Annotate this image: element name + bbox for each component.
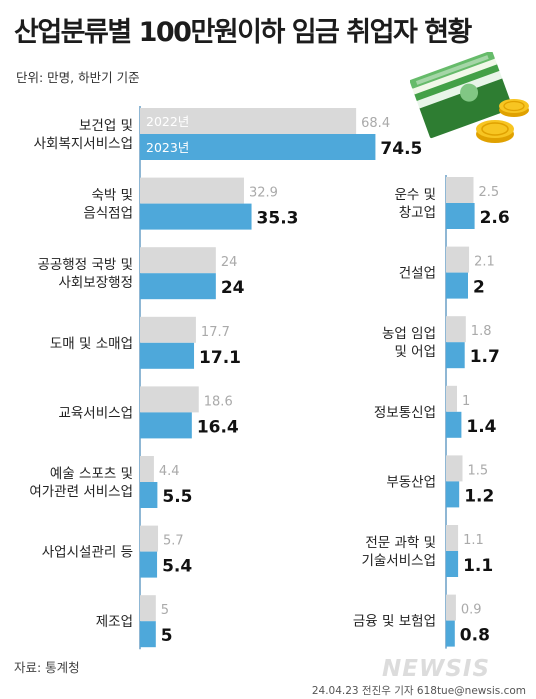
credit-line: 24.04.23 전진우 기자 618tue@newsis.com	[311, 685, 526, 697]
left-bar-2022-7	[140, 595, 156, 622]
right-bar-2022-0	[446, 177, 474, 203]
left-value-2023-5: 5.5	[162, 487, 192, 507]
left-value-2023-2: 24	[221, 278, 245, 298]
left-legend-2023: 2023년	[146, 140, 189, 155]
right-value-2023-2: 1.7	[470, 347, 500, 367]
right-category-label-1: 건설업	[399, 266, 436, 282]
left-bar-2022-6	[140, 525, 159, 552]
right-value-2022-0: 2.5	[479, 185, 500, 200]
left-category-label-5: 예술 스포츠 및 여가관련 서비스업	[29, 466, 133, 500]
right-value-2023-5: 1.1	[463, 556, 493, 576]
right-bar-2023-2	[446, 342, 465, 369]
left-category-label-2: 공공행정 국방 및 사회보장행정	[37, 257, 133, 291]
right-bar-2022-5	[446, 525, 459, 551]
left-bar-2022-0	[140, 108, 357, 134]
left-category-label-6: 사업시설관리 등	[42, 545, 133, 561]
right-value-2022-6: 0.9	[461, 603, 482, 618]
right-value-2023-4: 1.2	[464, 486, 494, 506]
left-bar-2022-2	[140, 247, 216, 274]
source-note: 자료: 통계청	[14, 660, 80, 675]
left-bar-2023-5	[140, 482, 158, 508]
left-value-2023-0: 74.5	[380, 139, 422, 159]
left-value-2022-6: 5.7	[163, 534, 184, 549]
right-bar-2022-2	[446, 316, 466, 343]
right-value-2023-1: 2	[473, 278, 485, 298]
money-illustration	[410, 52, 529, 143]
left-bar-2023-0	[140, 134, 376, 160]
left-value-2023-7: 5	[161, 626, 173, 646]
left-value-2023-3: 17.1	[199, 348, 241, 368]
left-bar-2022-4	[140, 386, 199, 413]
left-category-label-1: 숙박 및 음식점업	[83, 188, 133, 222]
right-bar-2023-6	[446, 620, 455, 647]
left-bar-2023-1	[140, 203, 252, 230]
right-value-2022-5: 1.1	[463, 533, 484, 548]
left-bar-2023-7	[140, 621, 156, 648]
right-value-2023-0: 2.6	[480, 208, 510, 228]
left-bar-2023-3	[140, 342, 195, 369]
left-value-2022-7: 5	[161, 603, 169, 618]
right-bar-2022-3	[446, 385, 457, 412]
title-bar: 산업분류별 100만원이하 임금 취업자 현황	[0, 0, 536, 60]
left-category-label-4: 교육서비스업	[58, 405, 133, 421]
right-bar-2023-0	[446, 203, 475, 229]
unit-note: 단위: 만명, 하반기 기준	[16, 70, 140, 85]
left-bar-2023-4	[140, 412, 192, 439]
right-value-2022-1: 2.1	[474, 255, 495, 270]
right-category-label-2: 농업 임업 및 어업	[382, 326, 436, 360]
right-bar-2023-1	[446, 272, 468, 299]
right-category-label-6: 금융 및 보험업	[353, 614, 436, 630]
left-value-2022-4: 18.6	[204, 394, 233, 409]
newsis-watermark: NEWSIS	[382, 656, 491, 682]
right-category-label-0: 운수 및 창고업	[394, 187, 436, 221]
left-bar-2022-5	[140, 456, 154, 482]
left-bar-2022-3	[140, 316, 196, 343]
left-bar-2023-6	[140, 551, 158, 578]
left-value-2022-2: 24	[221, 255, 238, 270]
right-bar-2022-1	[446, 246, 470, 273]
right-value-2022-3: 1	[462, 394, 470, 409]
right-value-2023-6: 0.8	[460, 626, 490, 646]
right-value-2022-2: 1.8	[471, 324, 492, 339]
left-value-2022-1: 32.9	[249, 186, 278, 201]
left-bar-2022-1	[140, 177, 244, 204]
right-bar-2023-3	[446, 411, 462, 438]
left-legend-2022: 2022년	[146, 114, 189, 129]
right-value-2023-3: 1.4	[466, 417, 496, 437]
right-bar-2022-6	[446, 594, 456, 621]
right-category-label-3: 정보통신업	[374, 405, 436, 421]
right-bar-2022-4	[446, 455, 463, 482]
right-bar-2023-5	[446, 551, 459, 577]
left-value-2023-4: 16.4	[197, 417, 239, 437]
page-title: 산업분류별 100만원이하 임금 취업자 현황	[14, 17, 472, 48]
left-value-2022-5: 4.4	[159, 464, 180, 479]
left-category-label-0: 보건업 및 사회복지서비스업	[34, 118, 133, 152]
left-value-2022-3: 17.7	[201, 325, 230, 340]
left-category-label-3: 도매 및 소매업	[50, 336, 133, 352]
right-category-label-5: 전문 과학 및 기술서비스업	[361, 535, 436, 569]
left-bar-2023-2	[140, 273, 216, 300]
left-category-label-7: 제조업	[96, 614, 133, 630]
left-value-2023-1: 35.3	[257, 209, 299, 229]
right-bar-2023-4	[446, 481, 460, 508]
left-value-2022-0: 68.4	[361, 116, 390, 131]
right-value-2022-4: 1.5	[468, 463, 489, 478]
left-value-2023-6: 5.4	[162, 557, 192, 577]
right-category-label-4: 부동산업	[386, 474, 436, 490]
